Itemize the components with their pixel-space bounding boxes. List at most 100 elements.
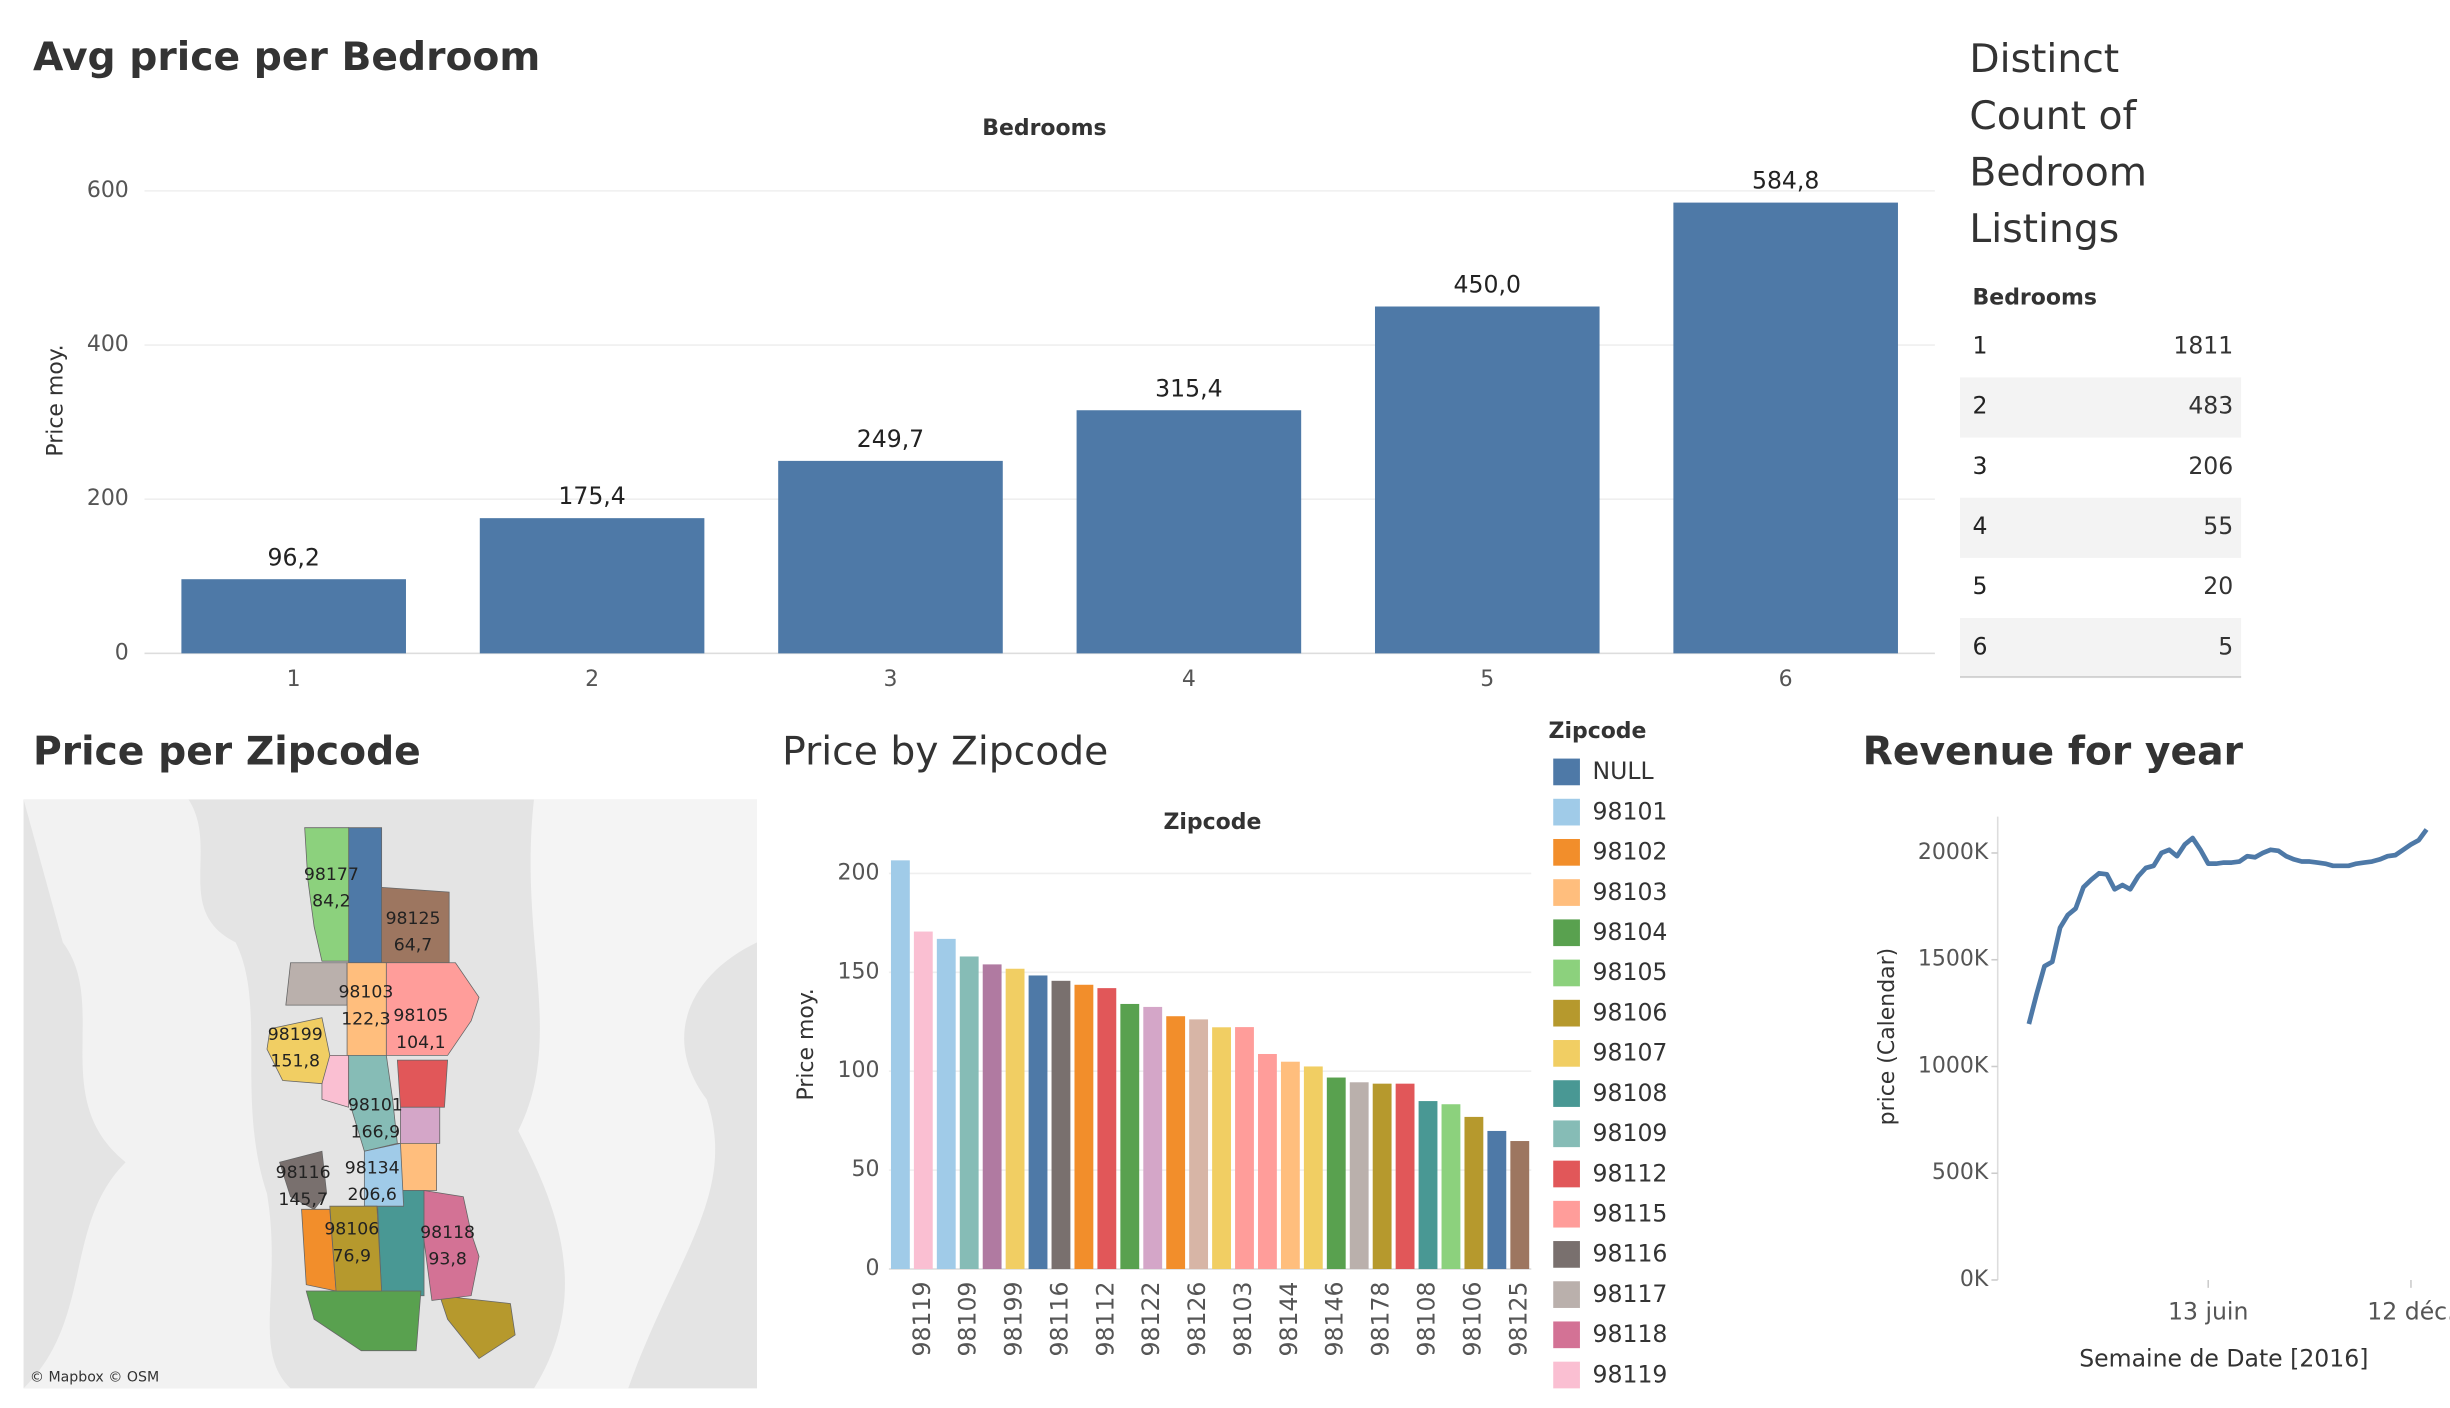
y-tick-label: 0 [115, 640, 129, 665]
zip-label: 98116 [276, 1163, 331, 1183]
legend-label: 98106 [1593, 998, 1668, 1026]
legend-swatch [1553, 758, 1580, 786]
x-axis-label: Semaine de Date [2016] [2079, 1345, 2368, 1373]
chart-title: Price by Zipcode [782, 729, 1108, 774]
zip-value: 206,6 [347, 1185, 396, 1205]
table-title-box: Distinct Count of Bedroom Listings [1969, 36, 2148, 252]
legend-swatch [1553, 1361, 1580, 1389]
legend-label: 98116 [1593, 1240, 1668, 1268]
zip-value: 84,2 [312, 891, 350, 911]
zip-value: 93,8 [428, 1250, 466, 1270]
zip-label: 98105 [393, 1006, 448, 1026]
y-tick-label: 0 [866, 1256, 880, 1281]
zip-value: 145,7 [278, 1190, 327, 1210]
x-tick-label: 98146 [1321, 1282, 1349, 1357]
zip-region [363, 1142, 405, 1207]
zip-label: 98101 [348, 1096, 403, 1116]
bar [1441, 1104, 1461, 1270]
x-tick-label: 2 [585, 667, 599, 692]
axis-header: Zipcode [1163, 810, 1261, 835]
bar [1280, 1061, 1300, 1270]
bar [1395, 1083, 1415, 1270]
y-tick-label: 2000K [1918, 840, 1989, 865]
y-tick-label: 50 [852, 1157, 880, 1182]
legend-swatch [1553, 1160, 1580, 1188]
bar [1258, 1053, 1277, 1270]
chart-title: Revenue for year [1863, 729, 2244, 774]
table-cell: 5 [1973, 572, 1988, 600]
legend-label: 98103 [1593, 878, 1668, 906]
y-tick-label: 500K [1932, 1160, 1989, 1185]
bar [1076, 410, 1302, 654]
data-label: 96,2 [267, 543, 319, 571]
y-tick-label: 1000K [1918, 1053, 1989, 1078]
bar [1120, 1003, 1140, 1270]
legend-swatch [1553, 999, 1580, 1027]
x-tick-label: 98178 [1367, 1282, 1395, 1357]
zip-label: 98125 [386, 909, 441, 929]
legend-title: Zipcode [1549, 719, 1647, 744]
zip-region [266, 1017, 331, 1085]
data-label: 249,7 [857, 425, 924, 453]
legend-swatch [1553, 1200, 1580, 1228]
bar [1189, 1019, 1209, 1270]
x-tick-label: 98125 [1504, 1282, 1532, 1357]
x-tick-label: 98106 [1458, 1282, 1486, 1357]
legend-label: 98102 [1593, 838, 1668, 866]
table-row-band [1960, 497, 2242, 558]
bar [1418, 1101, 1438, 1270]
table-title: Distinct Count of Bedroom Listings [1969, 36, 2148, 252]
zip-value: 151,8 [271, 1052, 320, 1072]
zip-area [396, 1059, 449, 1108]
bar [479, 518, 705, 654]
legend-label: 98119 [1593, 1360, 1668, 1388]
bar [1374, 306, 1600, 654]
table-cell: 55 [2203, 512, 2233, 540]
x-tick-label: 98119 [908, 1282, 936, 1357]
data-label: 450,0 [1454, 271, 1521, 299]
x-tick-label: 98112 [1091, 1282, 1119, 1357]
zip-region [279, 1150, 328, 1210]
bar [936, 938, 956, 1270]
bar [778, 460, 1003, 654]
bar [959, 956, 979, 1270]
table-cell: 206 [2188, 452, 2233, 480]
bar [982, 964, 1002, 1270]
table-cell: 6 [1973, 632, 1988, 660]
bar [1074, 984, 1094, 1270]
bar [1166, 1016, 1186, 1270]
legend-label: 98118 [1593, 1320, 1668, 1348]
y-tick-label: 100 [838, 1058, 880, 1083]
y-axis-label: Price moy. [794, 988, 819, 1100]
chart-title: Avg price per Bedroom [33, 35, 540, 80]
x-tick-label: 98126 [1183, 1282, 1211, 1357]
legend-label: 98109 [1593, 1119, 1668, 1147]
zip-area [439, 1295, 516, 1360]
legend-swatch [1553, 798, 1580, 826]
bar [1349, 1082, 1369, 1270]
legend-label: 98104 [1593, 918, 1668, 946]
bar [1303, 1066, 1323, 1270]
zip-area [321, 1055, 350, 1108]
zip-label: 98118 [420, 1223, 475, 1243]
table-row-band [1960, 618, 2242, 679]
y-tick-label: 1500K [1918, 947, 1989, 972]
legend-swatch [1553, 1040, 1580, 1067]
table-cell: 4 [1973, 512, 1988, 540]
zip-label: 98177 [304, 865, 359, 885]
table-cell: 1811 [2173, 332, 2233, 360]
legend-label: 98105 [1593, 958, 1668, 986]
legend-swatch [1553, 919, 1580, 947]
bar [1673, 202, 1898, 654]
zip-value: 122,3 [341, 1009, 390, 1029]
table-cell: 2 [1973, 392, 1988, 420]
zip-region [329, 1205, 383, 1292]
y-tick-label: 200 [838, 860, 880, 885]
y-tick-label: 600 [87, 178, 129, 203]
bar [1212, 1027, 1231, 1270]
chart-title: Price per Zipcode [33, 729, 421, 774]
zip-value: 76,9 [333, 1246, 371, 1266]
bar [1028, 975, 1048, 1270]
map-attribution: © Mapbox © OSM [30, 1369, 159, 1385]
